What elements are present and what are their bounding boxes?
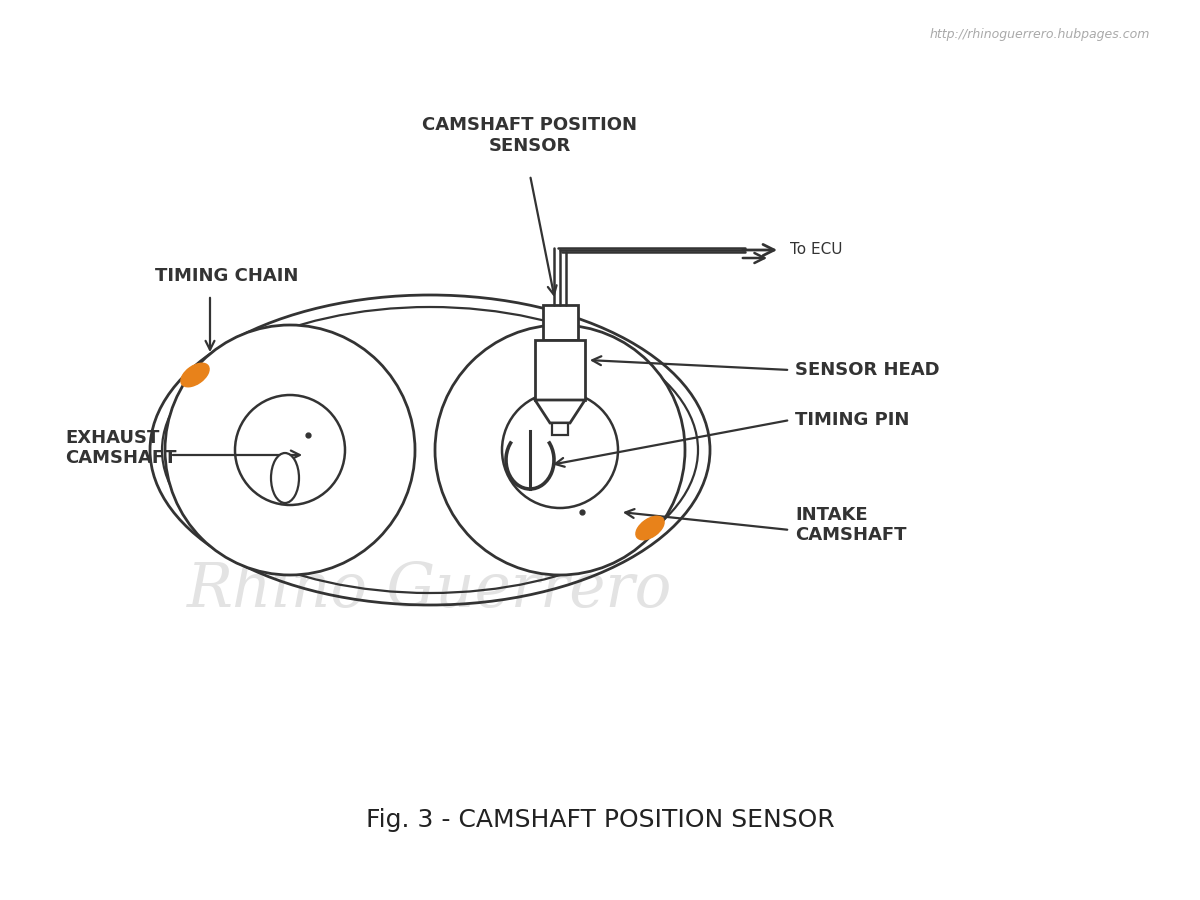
Ellipse shape bbox=[181, 364, 209, 387]
Bar bbox=[535, 340, 586, 400]
Text: To ECU: To ECU bbox=[790, 242, 842, 257]
Bar bbox=[552, 423, 568, 435]
Circle shape bbox=[235, 395, 346, 505]
Polygon shape bbox=[535, 400, 586, 423]
Text: http://rhinoguerrero.hubpages.com: http://rhinoguerrero.hubpages.com bbox=[930, 28, 1150, 41]
Text: CAMSHAFT POSITION
SENSOR: CAMSHAFT POSITION SENSOR bbox=[422, 116, 637, 155]
Text: Fig. 3 - CAMSHAFT POSITION SENSOR: Fig. 3 - CAMSHAFT POSITION SENSOR bbox=[366, 808, 834, 832]
Ellipse shape bbox=[636, 517, 664, 540]
Circle shape bbox=[436, 325, 685, 575]
Ellipse shape bbox=[271, 453, 299, 503]
Text: INTAKE
CAMSHAFT: INTAKE CAMSHAFT bbox=[796, 506, 906, 544]
Text: TIMING CHAIN: TIMING CHAIN bbox=[155, 267, 299, 285]
Bar bbox=[542, 305, 578, 340]
Text: EXHAUST
CAMSHAFT: EXHAUST CAMSHAFT bbox=[65, 428, 176, 467]
Text: SENSOR HEAD: SENSOR HEAD bbox=[796, 361, 940, 379]
Circle shape bbox=[166, 325, 415, 575]
Text: TIMING PIN: TIMING PIN bbox=[796, 411, 910, 429]
Text: Rhino Guerrero: Rhino Guerrero bbox=[187, 560, 673, 620]
Circle shape bbox=[502, 392, 618, 508]
